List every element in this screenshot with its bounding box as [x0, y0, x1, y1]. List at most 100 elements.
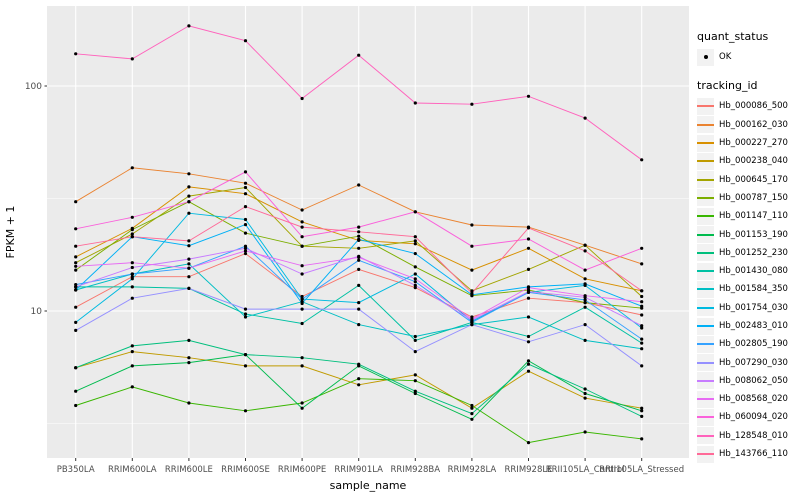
data-point [640, 409, 644, 413]
legend-item-tracking-id: Hb_008568_020 [697, 390, 799, 408]
legend-item-tracking-id: Hb_000086_500 [697, 97, 799, 115]
data-point [640, 158, 644, 162]
data-point [357, 377, 361, 381]
data-point [300, 220, 304, 224]
data-point [243, 205, 248, 209]
data-point [74, 200, 78, 204]
legend-item-label: Hb_128548_010 [719, 430, 788, 441]
data-point [640, 326, 644, 330]
legend-item-tracking-id: Hb_000787_150 [697, 189, 799, 207]
data-point [74, 268, 78, 272]
data-point [187, 257, 191, 261]
data-point [300, 294, 304, 299]
data-point [526, 246, 531, 250]
data-point [243, 170, 248, 174]
data-point [74, 261, 78, 265]
x-tick-label: RRII105LA_Stressed [599, 465, 684, 475]
data-point [74, 52, 78, 56]
data-point [357, 53, 361, 57]
data-point [413, 391, 417, 396]
data-point [583, 298, 587, 302]
legend-item-tracking-id: Hb_001430_080 [697, 262, 799, 280]
data-point [583, 305, 587, 309]
data-point [413, 338, 417, 342]
data-point [470, 102, 474, 106]
data-point [470, 403, 474, 408]
legend-item-label: Hb_001584_350 [719, 284, 788, 295]
line-swatch-icon [697, 288, 714, 291]
data-point [74, 255, 78, 259]
data-point [640, 324, 644, 328]
data-point [130, 344, 134, 348]
legend-key [697, 244, 714, 262]
line-swatch-icon [697, 123, 714, 126]
data-point [130, 265, 134, 270]
data-point [243, 185, 248, 190]
data-point [357, 267, 361, 271]
legend-key [697, 262, 714, 280]
legend-key [697, 335, 714, 353]
data-point [300, 301, 304, 306]
legend-item-tracking-id: Hb_001754_030 [697, 299, 799, 317]
line-swatch-icon [697, 325, 714, 327]
data-point [583, 430, 587, 434]
data-point [130, 350, 134, 354]
legend-item-label: Hb_060094_020 [719, 412, 788, 423]
data-point [300, 307, 304, 311]
data-point [357, 183, 361, 187]
legend-item-tracking-id: Hb_000162_030 [697, 116, 799, 134]
data-point [357, 323, 361, 327]
data-point [130, 296, 134, 300]
data-point [243, 181, 248, 185]
legend-item-label: OK [719, 52, 732, 63]
legend-item-label: Hb_007290_030 [719, 357, 788, 368]
legend-item-tracking-id: Hb_000645_170 [697, 170, 799, 189]
legend-item-quant-status: OK [697, 48, 799, 66]
legend-title-quant-status: quant_status [697, 30, 769, 43]
legend-group-quant-status: quant_status OK [697, 30, 799, 66]
data-point [243, 249, 248, 253]
data-point [413, 235, 417, 239]
data-point [357, 246, 361, 250]
data-point [187, 244, 191, 248]
data-point [526, 286, 531, 290]
data-point [243, 223, 248, 227]
data-point [300, 96, 304, 101]
data-point [187, 262, 191, 266]
data-point [130, 364, 134, 368]
legend-item-label: Hb_000238_040 [719, 156, 788, 167]
data-point [74, 389, 78, 393]
data-point [470, 317, 474, 321]
data-point [74, 285, 78, 289]
data-point [357, 230, 361, 234]
legend-key [697, 427, 714, 445]
x-tick-label: RRIM928LE [505, 465, 553, 475]
data-point [640, 341, 644, 345]
data-point [640, 347, 644, 351]
line-swatch-icon [697, 160, 714, 163]
legend-item-tracking-id: Hb_008062_050 [697, 372, 799, 390]
data-point [583, 268, 587, 272]
data-point [583, 387, 587, 391]
data-point [413, 252, 417, 256]
legend-key [697, 317, 714, 335]
legend-item-label: Hb_001754_030 [719, 302, 788, 313]
data-point [187, 286, 191, 290]
data-point [640, 294, 644, 299]
data-point [357, 258, 361, 262]
data-point [130, 215, 134, 219]
line-swatch-icon [697, 343, 714, 346]
legend-item-label: Hb_008062_050 [719, 375, 788, 386]
x-axis-title: sample_name [330, 479, 407, 492]
data-point [640, 304, 644, 308]
legend-item-label: Hb_000645_170 [719, 174, 788, 185]
data-point [470, 323, 474, 327]
data-point [130, 385, 134, 389]
legend-item-label: Hb_002483_010 [719, 321, 788, 331]
legend-item-tracking-id: Hb_000227_270 [697, 134, 799, 152]
data-point [187, 239, 191, 243]
data-point [300, 208, 304, 212]
x-tick-label: PB350LA [57, 465, 95, 475]
